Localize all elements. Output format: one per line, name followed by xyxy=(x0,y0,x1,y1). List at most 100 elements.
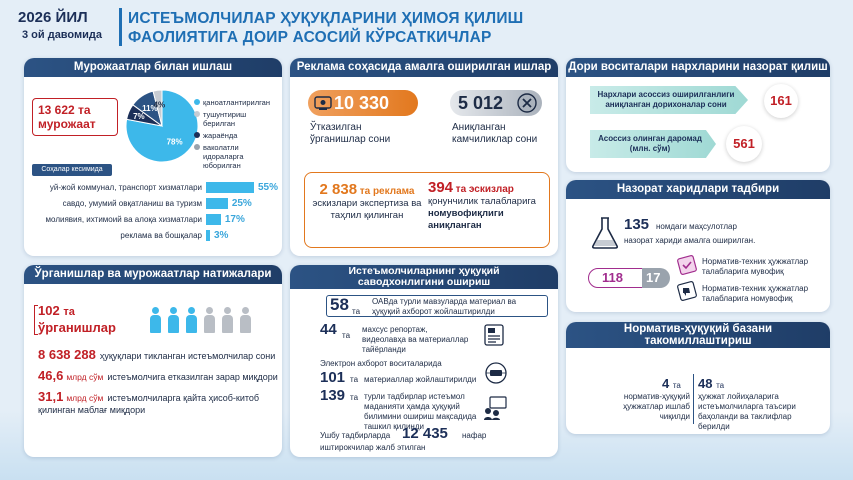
study-row-text: ҳуқуқлари тикланган истеъмолчилар сони xyxy=(99,351,276,361)
appeals-panel: Мурожаатлар билан ишлаш 13 622 та мурожа… xyxy=(24,58,282,256)
appeals-total-unit: та xyxy=(78,103,91,117)
legal-left-text: норматив-ҳуқуқий ҳужжатлар ишлаб чиқилди xyxy=(623,392,690,421)
studies-rows: 8 638 288 ҳуқуқлари тикланган истеъмолчил… xyxy=(38,348,278,424)
study-row-value: 31,1 xyxy=(38,389,64,404)
appeals-total-label: мурожаат xyxy=(38,117,96,131)
appeals-total-value: 13 622 xyxy=(38,103,75,117)
person-body xyxy=(150,315,161,333)
participants-unit: нафар xyxy=(462,431,487,440)
ads-expertise-value: 2 838 xyxy=(319,181,358,198)
study-row: 8 638 288 ҳуқуқлари тикланган истеъмолчил… xyxy=(38,348,278,362)
legal-left-unit: та xyxy=(672,381,681,390)
page-title-line1: ИСТЕЪМОЛЧИЛАР ҲУҚУҚЛАРИНИ ҲИМОЯ ҚИЛИШ xyxy=(128,10,524,27)
ads-bottom-box xyxy=(304,172,550,248)
person-body xyxy=(168,315,179,333)
legend-swatch xyxy=(194,144,200,150)
ads-violation: 394 та эскизлар қонунчилик талабларига н… xyxy=(428,179,544,232)
literacy-item-2: та xyxy=(320,331,470,341)
sector-value: 55% xyxy=(258,182,279,193)
legend-label: жараёнда xyxy=(203,131,238,140)
header-divider xyxy=(119,8,122,46)
legal-panel: Норматив-ҳуқуқий базани такомиллаштириш … xyxy=(566,322,830,434)
legal-right-unit: та xyxy=(716,381,725,390)
header: 2026 ЙИЛ 3 ой давомида ИСТЕЪМОЛЧИЛАР ҲУҚ… xyxy=(0,0,853,52)
sector-label: молиявия, ихтимоий ва алоқа хизматлари xyxy=(45,215,202,224)
check-doc-icon xyxy=(676,254,698,276)
literacy-title-line1: Истеъмолчиларнинг ҳуқуқий xyxy=(348,265,500,277)
cross-icon xyxy=(516,92,538,114)
study-row-unit: млрд сўм xyxy=(66,372,104,382)
literacy-item-3-unit: та xyxy=(350,375,359,384)
purchase-count-text1: номдаги маҳсулотлар xyxy=(656,222,737,231)
person-head xyxy=(152,307,159,314)
appeals-title: Мурожаатлар билан ишлаш xyxy=(24,58,282,77)
sector-value: 25% xyxy=(231,198,252,209)
studies-panel: Ўрганишлар ва мурожаатлар натижалари 102… xyxy=(24,265,282,457)
purchase-ok-text: Норматив-техник ҳужжатлар талабларига му… xyxy=(702,257,809,276)
legend-item: жараёнда xyxy=(194,131,280,140)
ads-violation-value: 394 xyxy=(428,179,454,196)
sector-value: 17% xyxy=(224,214,245,225)
literacy-item-4-unit: та xyxy=(350,393,359,402)
pie-label-1: 7% xyxy=(133,112,145,121)
study-row: 31,1 млрд сўм истеъмолчиларга қайта ҳисоб-… xyxy=(38,389,278,416)
purchase-title: Назорат харидлари тадбири xyxy=(566,180,830,199)
legend-label: қаноатлантирилган xyxy=(203,98,270,107)
studies-count-bracket xyxy=(34,305,38,335)
page-title-line2: ФАОЛИЯТИГА ДОИР АСОСИЙ КЎРСАТКИЧЛАР xyxy=(128,29,492,46)
sector-bar xyxy=(206,230,210,241)
legal-right-text: ҳужжат лойиҳаларига истеъмолчиларга таъс… xyxy=(698,392,796,431)
literacy-item-1-text: ОАВда турли мавзуларда материал ва ҳуқуқ… xyxy=(372,297,517,316)
ads-studied-label: Ўтказилган ўрганишлар сони xyxy=(310,122,391,145)
thumbs-down-icon xyxy=(676,280,698,302)
sector-bar xyxy=(206,214,221,225)
literacy-item-4-text: турли тадбирлар истеъмол маданияти ҳамда… xyxy=(364,392,477,431)
person-body xyxy=(186,315,197,333)
person-icon xyxy=(222,307,233,333)
ads-violation-unit: та эскизлар xyxy=(455,184,514,195)
audience-icon xyxy=(482,395,508,421)
legend-swatch xyxy=(194,111,200,117)
purchase-panel: Назорат харидлари тадбири 135 номдаги ма… xyxy=(566,180,830,312)
pie-label-2: 11% xyxy=(142,104,158,113)
ads-studied-value: 10 330 xyxy=(334,93,390,113)
literacy-panel: Истеъмолчиларнинг ҳуқуқий саводхонлигини… xyxy=(290,265,558,457)
pie-label-0: 78% xyxy=(167,137,183,146)
participants-value: 12 435 xyxy=(402,425,448,442)
literacy-item-1 xyxy=(326,295,548,317)
report-icon xyxy=(482,323,506,347)
person-head xyxy=(188,307,195,314)
study-row-text: истеъмолчига етказилган зарар миқдори xyxy=(107,372,278,382)
medicine-row2-value: 561 xyxy=(726,126,762,162)
ads-flaws-label: Аниқланган камчиликлар сони xyxy=(452,122,538,145)
person-body xyxy=(204,315,215,333)
person-icon xyxy=(150,307,161,333)
ads-studied-pill xyxy=(308,90,418,116)
sector-label: уй-жой коммунал, транспорт хизматлари xyxy=(49,183,202,192)
person-icon xyxy=(240,307,251,333)
legend-item: қаноатлантирилган xyxy=(194,98,280,107)
literacy-item-3-text: материаллар жойлаштирилди xyxy=(364,375,477,384)
purchase-bad-text: Норматив-техник ҳужжатлар талабларига но… xyxy=(702,284,809,303)
megaphone-icon xyxy=(313,93,333,113)
studies-count-unit: та xyxy=(63,306,75,318)
page-title: ИСТЕЪМОЛЧИЛАР ҲУҚУҚЛАРИНИ ҲИМОЯ ҚИЛИШ ФА… xyxy=(128,9,523,47)
sector-bar xyxy=(206,182,254,193)
legal-right-value: 48 та xyxy=(698,376,724,394)
legal-right-number: 48 xyxy=(698,376,713,391)
legal-divider xyxy=(693,374,694,424)
study-row-text: истеъмолчиларга қайта ҳисоб-китоб қилинг… xyxy=(38,393,260,415)
studies-count: 102 та ўрганишлар xyxy=(38,303,116,335)
appeals-total-box xyxy=(32,98,118,136)
header-year: 2026 ЙИЛ xyxy=(18,9,88,26)
studies-title: Ўрганишлар ва мурожаатлар натижалари xyxy=(24,265,282,284)
person-head xyxy=(224,307,231,314)
study-row: 46,6 млрд сўм истеъмолчига етказилган зара… xyxy=(38,369,278,383)
ads-violation-text2: номувофиқлиги аниқланган xyxy=(428,208,504,231)
purchase-ok-value: 118 xyxy=(602,270,623,285)
literacy-title-line2: саводхонлигини ошириш xyxy=(357,276,491,288)
literacy-title: Истеъмолчиларнинг ҳуқуқий саводхонлигини… xyxy=(290,265,558,289)
person-head xyxy=(206,307,213,314)
header-period: 3 ой давомида xyxy=(22,29,103,41)
literacy-item-2-value: 44 xyxy=(320,321,337,338)
